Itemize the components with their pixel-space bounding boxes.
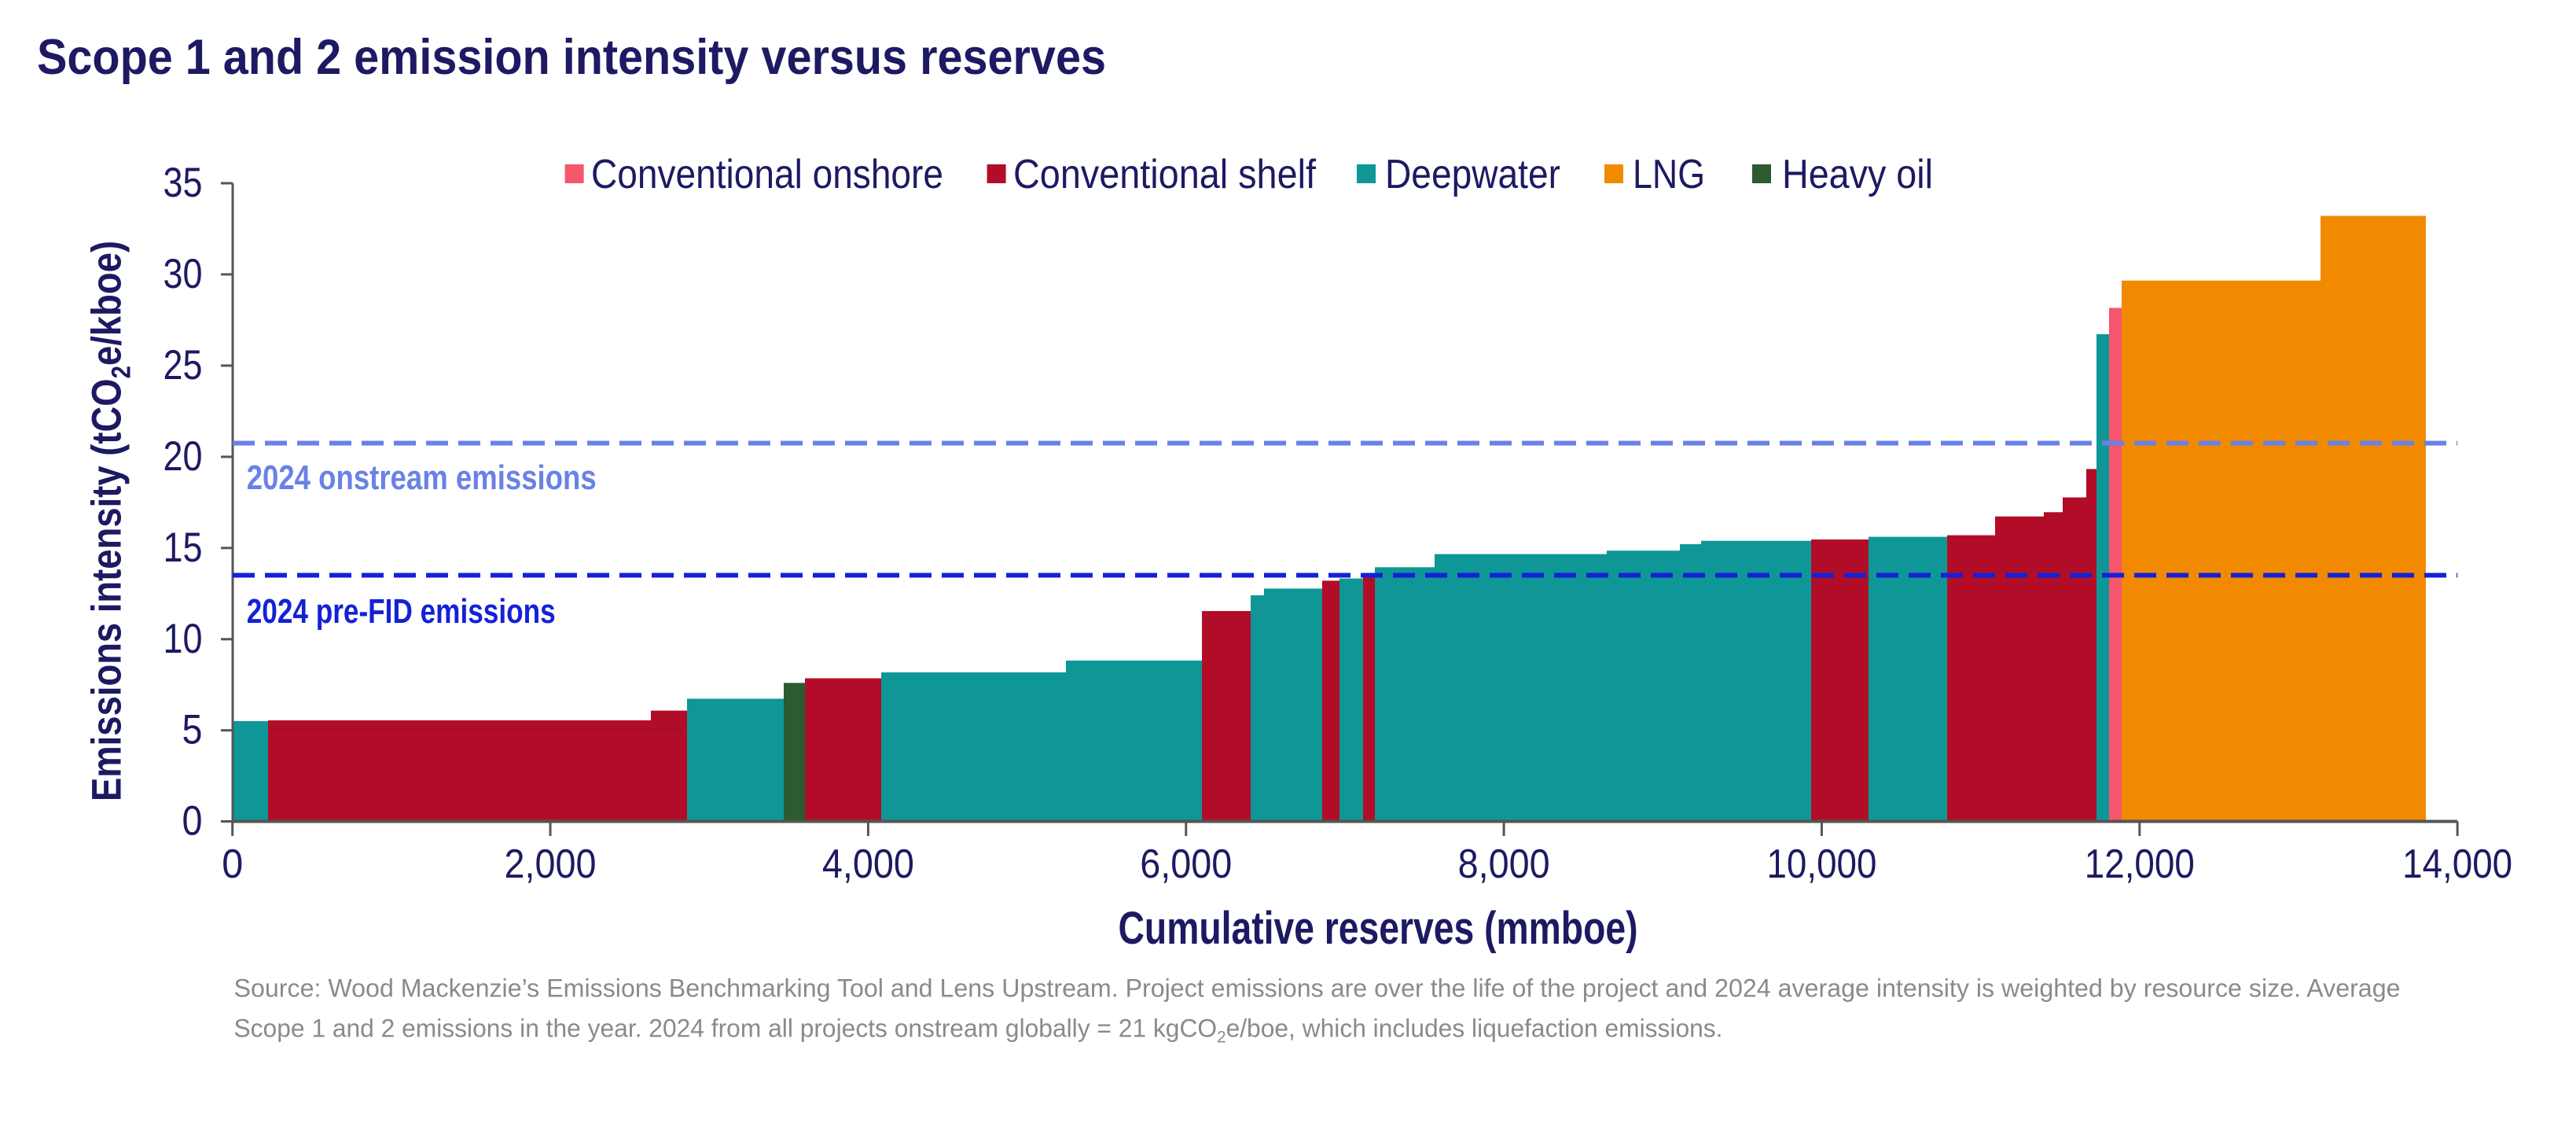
svg-text:14,000: 14,000 xyxy=(2402,841,2512,887)
svg-text:Emissions intensity (tCO2e/kbo: Emissions intensity (tCO2e/kboe) xyxy=(84,241,137,801)
svg-text:10,000: 10,000 xyxy=(1766,841,1876,887)
svg-text:5: 5 xyxy=(182,707,203,753)
svg-text:20: 20 xyxy=(164,433,203,480)
svg-text:30: 30 xyxy=(164,251,203,297)
svg-text:Cumulative reserves (mmboe): Cumulative reserves (mmboe) xyxy=(1119,903,1638,954)
svg-text:35: 35 xyxy=(164,160,203,206)
svg-text:Conventional onshore: Conventional onshore xyxy=(591,152,943,197)
svg-text:Heavy oil: Heavy oil xyxy=(1782,152,1933,197)
svg-text:12,000: 12,000 xyxy=(2085,841,2195,887)
svg-text:Source: Wood Mackenzie’s Emiss: Source: Wood Mackenzie’s Emissions Bench… xyxy=(234,974,2401,1003)
svg-text:2024 onstream emissions: 2024 onstream emissions xyxy=(247,459,597,497)
svg-text:Scope 1 and 2 emission intensi: Scope 1 and 2 emission intensity versus … xyxy=(37,30,1106,85)
svg-text:25: 25 xyxy=(164,342,203,388)
svg-text:15: 15 xyxy=(164,525,203,571)
svg-text:0: 0 xyxy=(222,841,243,887)
svg-text:Conventional shelf: Conventional shelf xyxy=(1013,152,1316,197)
svg-text:0: 0 xyxy=(182,798,203,845)
svg-text:Deepwater: Deepwater xyxy=(1385,152,1560,197)
svg-text:2024 pre-FID emissions: 2024 pre-FID emissions xyxy=(247,593,556,631)
svg-text:LNG: LNG xyxy=(1633,152,1705,197)
svg-text:10: 10 xyxy=(164,616,203,662)
svg-text:4,000: 4,000 xyxy=(822,841,914,887)
svg-text:6,000: 6,000 xyxy=(1140,841,1232,887)
svg-text:8,000: 8,000 xyxy=(1458,841,1550,887)
svg-text:Scope 1 and 2 emissions in the: Scope 1 and 2 emissions in the year. 202… xyxy=(234,1014,1723,1046)
svg-text:2,000: 2,000 xyxy=(505,841,597,887)
